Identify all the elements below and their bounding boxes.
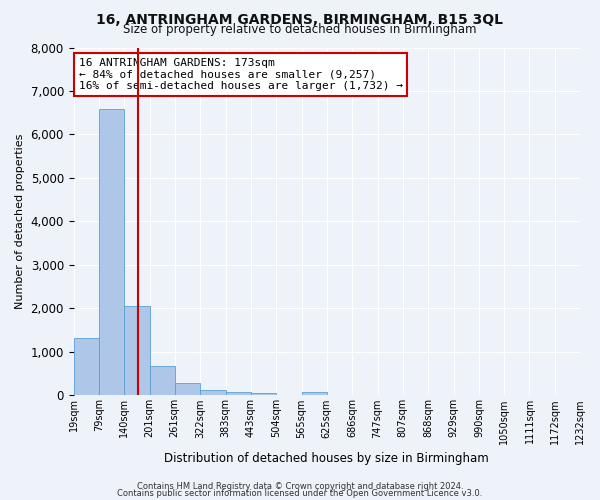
Text: Size of property relative to detached houses in Birmingham: Size of property relative to detached ho… (123, 22, 477, 36)
Bar (200, 390, 226, 396)
Text: Contains HM Land Registry data © Crown copyright and database right 2024.: Contains HM Land Registry data © Crown c… (137, 482, 463, 491)
X-axis label: Distribution of detached houses by size in Birmingham: Distribution of detached houses by size … (164, 452, 489, 465)
Bar (98, 110, 124, 396)
Y-axis label: Number of detached properties: Number of detached properties (15, 134, 25, 309)
Text: 16, ANTRINGHAM GARDENS, BIRMINGHAM, B15 3QL: 16, ANTRINGHAM GARDENS, BIRMINGHAM, B15 … (97, 12, 503, 26)
Text: 16 ANTRINGHAM GARDENS: 173sqm
← 84% of detached houses are smaller (9,257)
16% o: 16 ANTRINGHAM GARDENS: 173sqm ← 84% of d… (79, 58, 403, 91)
Text: Contains public sector information licensed under the Open Government Licence v3: Contains public sector information licen… (118, 489, 482, 498)
Bar (302, 392, 326, 396)
Bar (251, 393, 276, 396)
Bar (226, 392, 251, 396)
Bar (124, 306, 149, 396)
Bar (74, 338, 98, 396)
Bar (175, 382, 200, 396)
Bar (149, 366, 175, 396)
